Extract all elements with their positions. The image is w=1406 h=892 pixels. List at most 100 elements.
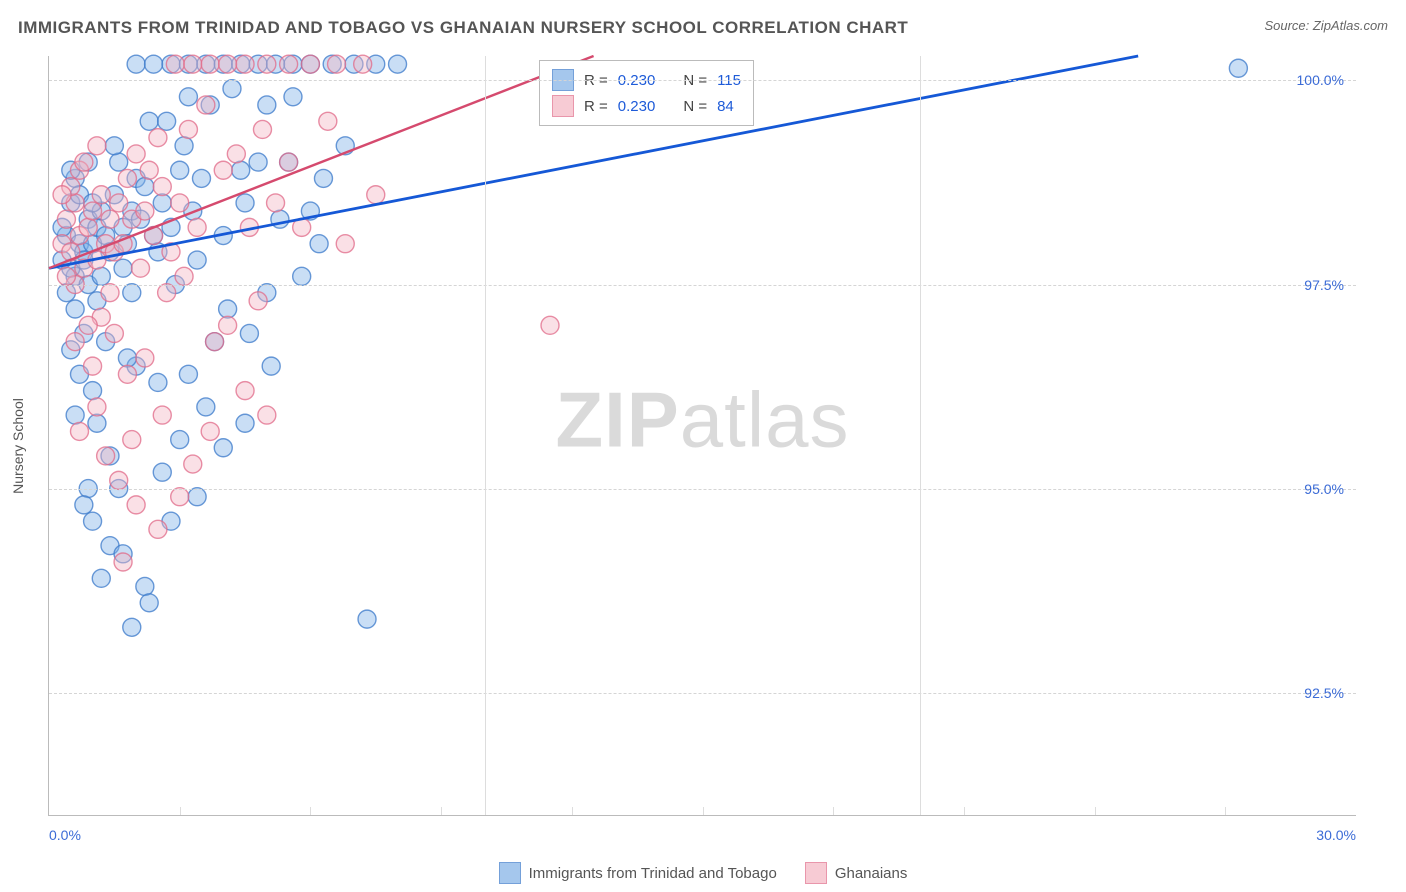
data-point xyxy=(232,161,250,179)
data-point xyxy=(240,324,258,342)
data-point xyxy=(184,455,202,473)
data-point xyxy=(171,161,189,179)
data-point xyxy=(206,333,224,351)
data-point xyxy=(140,161,158,179)
data-point xyxy=(79,218,97,236)
data-point xyxy=(262,357,280,375)
plot-area: ZIPatlas R =0.230N =115R =0.230N =84 92.… xyxy=(48,56,1356,816)
data-point xyxy=(284,88,302,106)
data-point xyxy=(280,55,298,73)
data-point xyxy=(88,137,106,155)
data-point xyxy=(179,120,197,138)
data-point xyxy=(175,137,193,155)
data-point xyxy=(223,80,241,98)
legend-label: Immigrants from Trinidad and Tobago xyxy=(529,865,777,882)
data-point xyxy=(301,55,319,73)
data-point xyxy=(153,178,171,196)
n-label: N = xyxy=(683,98,707,115)
data-point xyxy=(140,112,158,130)
stats-legend: R =0.230N =115R =0.230N =84 xyxy=(539,60,754,126)
data-point xyxy=(92,569,110,587)
data-point xyxy=(179,365,197,383)
data-point xyxy=(70,422,88,440)
data-point xyxy=(197,398,215,416)
data-point xyxy=(249,153,267,171)
data-point xyxy=(127,145,145,163)
data-point xyxy=(188,251,206,269)
data-point xyxy=(188,218,206,236)
data-point xyxy=(175,267,193,285)
chart-svg xyxy=(49,56,1356,815)
data-point xyxy=(66,300,84,318)
data-point xyxy=(184,55,202,73)
data-point xyxy=(110,471,128,489)
data-point xyxy=(236,55,254,73)
data-point xyxy=(214,161,232,179)
data-point xyxy=(53,186,71,204)
x-tick-label: 0.0% xyxy=(49,827,81,843)
data-point xyxy=(336,235,354,253)
data-point xyxy=(84,202,102,220)
data-point xyxy=(101,210,119,228)
data-point xyxy=(267,194,285,212)
r-value: 0.230 xyxy=(618,98,656,115)
stats-row: R =0.230N =84 xyxy=(552,93,741,119)
data-point xyxy=(249,292,267,310)
data-point xyxy=(114,259,132,277)
data-point xyxy=(197,96,215,114)
data-point xyxy=(158,112,176,130)
data-point xyxy=(75,496,93,514)
data-point xyxy=(75,153,93,171)
y-tick-label: 92.5% xyxy=(1304,685,1344,701)
data-point xyxy=(166,55,184,73)
data-point xyxy=(57,210,75,228)
data-point xyxy=(188,488,206,506)
data-point xyxy=(92,267,110,285)
data-point xyxy=(358,610,376,628)
data-point xyxy=(236,382,254,400)
data-point xyxy=(201,422,219,440)
data-point xyxy=(123,284,141,302)
legend-label: Ghanaians xyxy=(835,865,908,882)
data-point xyxy=(66,333,84,351)
data-point xyxy=(328,55,346,73)
data-point xyxy=(179,88,197,106)
data-point xyxy=(136,202,154,220)
data-point xyxy=(105,137,123,155)
data-point xyxy=(131,259,149,277)
data-point xyxy=(136,577,154,595)
data-point xyxy=(219,55,237,73)
data-point xyxy=(127,55,145,73)
data-point xyxy=(136,349,154,367)
legend-item-trinidad: Immigrants from Trinidad and Tobago xyxy=(499,862,777,884)
data-point xyxy=(84,357,102,375)
data-point xyxy=(153,194,171,212)
data-point xyxy=(140,594,158,612)
data-point xyxy=(84,382,102,400)
data-point xyxy=(88,414,106,432)
data-point xyxy=(123,431,141,449)
data-point xyxy=(79,316,97,334)
chart-title: IMMIGRANTS FROM TRINIDAD AND TOBAGO VS G… xyxy=(18,18,908,38)
data-point xyxy=(105,324,123,342)
chart-header: IMMIGRANTS FROM TRINIDAD AND TOBAGO VS G… xyxy=(18,18,1388,38)
data-point xyxy=(1229,59,1247,77)
data-point xyxy=(219,316,237,334)
y-tick-label: 100.0% xyxy=(1297,72,1344,88)
data-point xyxy=(110,153,128,171)
data-point xyxy=(149,520,167,538)
data-point xyxy=(367,186,385,204)
data-point xyxy=(280,153,298,171)
data-point xyxy=(253,120,271,138)
data-point xyxy=(118,365,136,383)
data-point xyxy=(293,267,311,285)
data-point xyxy=(319,112,337,130)
legend-swatch-icon xyxy=(805,862,827,884)
data-point xyxy=(149,373,167,391)
data-point xyxy=(57,267,75,285)
data-point xyxy=(258,55,276,73)
data-point xyxy=(84,512,102,530)
n-value: 84 xyxy=(717,98,734,115)
data-point xyxy=(192,169,210,187)
data-point xyxy=(214,439,232,457)
